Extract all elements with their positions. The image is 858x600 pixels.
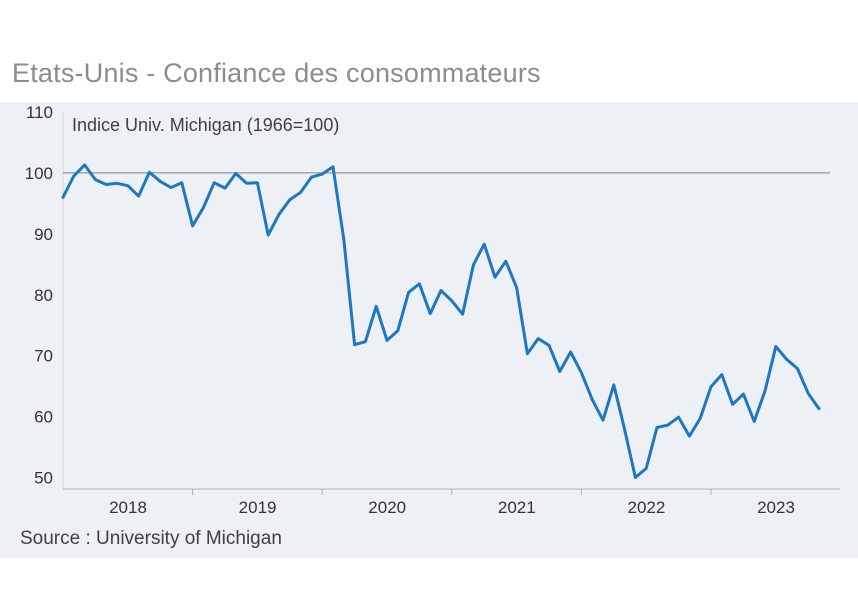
x-tick-label: 2021: [498, 498, 536, 517]
y-axis-label: Indice Univ. Michigan (1966=100): [72, 115, 339, 135]
series-line: [61, 163, 821, 479]
y-tick-label: 50: [34, 469, 53, 488]
x-axis: 2018 2019 2020 2021 2022 2023: [63, 488, 840, 517]
chart-panel: [0, 102, 858, 558]
y-tick-label: 110: [26, 103, 53, 122]
x-tick-label: 2022: [627, 498, 665, 517]
y-tick-label: 70: [34, 347, 53, 366]
grid: [62, 112, 830, 489]
y-tick-label: 80: [34, 286, 53, 305]
source-note: Source : University of Michigan: [20, 528, 282, 549]
x-tick-label: 2020: [368, 498, 406, 517]
y-axis: 50 60 70 80 90 100 110: [25, 103, 53, 488]
x-tick-label: 2023: [757, 498, 795, 517]
x-tick-label: 2018: [109, 498, 147, 517]
y-tick-label: 60: [34, 408, 53, 427]
y-tick-label: 100: [25, 164, 53, 183]
series-layer: [61, 163, 821, 479]
x-tick-label: 2019: [239, 498, 277, 517]
chart-title: Etats-Unis - Confiance des consommateurs: [12, 58, 541, 88]
y-tick-label: 90: [34, 225, 53, 244]
